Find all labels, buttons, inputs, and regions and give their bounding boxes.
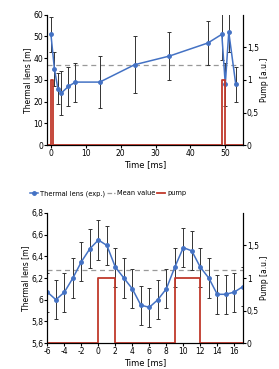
X-axis label: Time [ms]: Time [ms] bbox=[124, 160, 166, 169]
Y-axis label: Thermal lens [m]: Thermal lens [m] bbox=[23, 47, 32, 113]
Y-axis label: Pump [a.u.]: Pump [a.u.] bbox=[260, 256, 270, 300]
X-axis label: Time [ms]: Time [ms] bbox=[124, 358, 166, 367]
Y-axis label: Thermal lens [m]: Thermal lens [m] bbox=[21, 245, 30, 311]
Legend: Thermal lens (exp.), Mean value, pump: Thermal lens (exp.), Mean value, pump bbox=[27, 187, 189, 199]
Legend: thermal Lens (exp.), Mean value, Pump: thermal Lens (exp.), Mean value, Pump bbox=[27, 0, 189, 1]
Y-axis label: Pump [a.u.]: Pump [a.u.] bbox=[260, 58, 270, 102]
